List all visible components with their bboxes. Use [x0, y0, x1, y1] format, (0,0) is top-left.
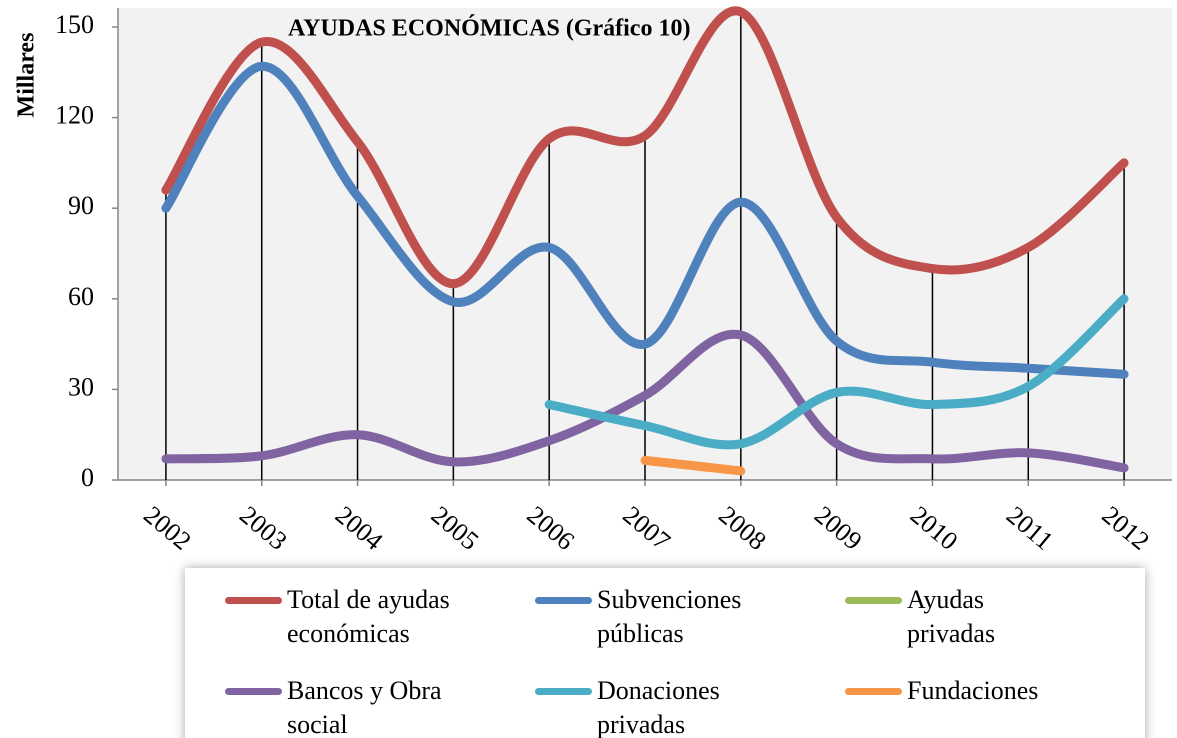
x-tick-label: 2003 — [234, 500, 292, 556]
series-line — [161, 61, 1129, 379]
legend-label: Ayudas privadas — [907, 585, 996, 648]
legend-label: Donaciones privadas — [597, 676, 720, 738]
x-tick-label: 2006 — [522, 500, 580, 556]
legend-swatch — [535, 688, 592, 695]
legend: Total de ayudas económicas Subvenciones p… — [185, 568, 1145, 738]
x-tick-label: 2007 — [617, 500, 675, 556]
legend-label: Bancos y Obra social — [287, 676, 442, 738]
legend-label: Total de ayudas económicas — [287, 585, 450, 648]
series-line — [640, 455, 746, 476]
x-tick-label: 2005 — [426, 500, 484, 556]
series-line — [161, 6, 1129, 289]
legend-label: Subvenciones públicas — [597, 585, 742, 648]
legend-swatch — [225, 597, 282, 604]
chart-title: AYUDAS ECONÓMICAS (Gráfico 10) — [288, 15, 690, 42]
x-tick-label: 2010 — [905, 500, 963, 556]
legend-swatch — [225, 688, 282, 695]
y-tick-label: 90 — [68, 191, 94, 220]
x-tick-label: 2012 — [1096, 500, 1154, 556]
chart: AYUDAS ECONÓMICAS (Gráfico 10) Millares … — [14, 6, 1172, 556]
y-axis-title: Millares — [14, 33, 40, 118]
x-tick-label: 2008 — [713, 500, 771, 556]
legend-swatch — [535, 597, 592, 604]
series-line — [161, 329, 1129, 473]
legend-swatch — [845, 688, 902, 695]
x-tick-label: 2002 — [138, 500, 196, 556]
legend-swatch — [845, 597, 902, 604]
y-tick-label: 30 — [68, 372, 94, 401]
legend-label: Fundaciones — [907, 676, 1039, 705]
y-tick-label: 0 — [81, 463, 94, 492]
x-tick-label: 2011 — [1001, 501, 1059, 556]
x-tick-label: 2004 — [330, 500, 388, 556]
y-tick-label: 150 — [55, 10, 94, 39]
series-line — [544, 294, 1129, 450]
x-tick-label: 2009 — [809, 500, 867, 556]
y-tick-label: 60 — [68, 282, 94, 311]
y-tick-label: 120 — [55, 101, 94, 130]
